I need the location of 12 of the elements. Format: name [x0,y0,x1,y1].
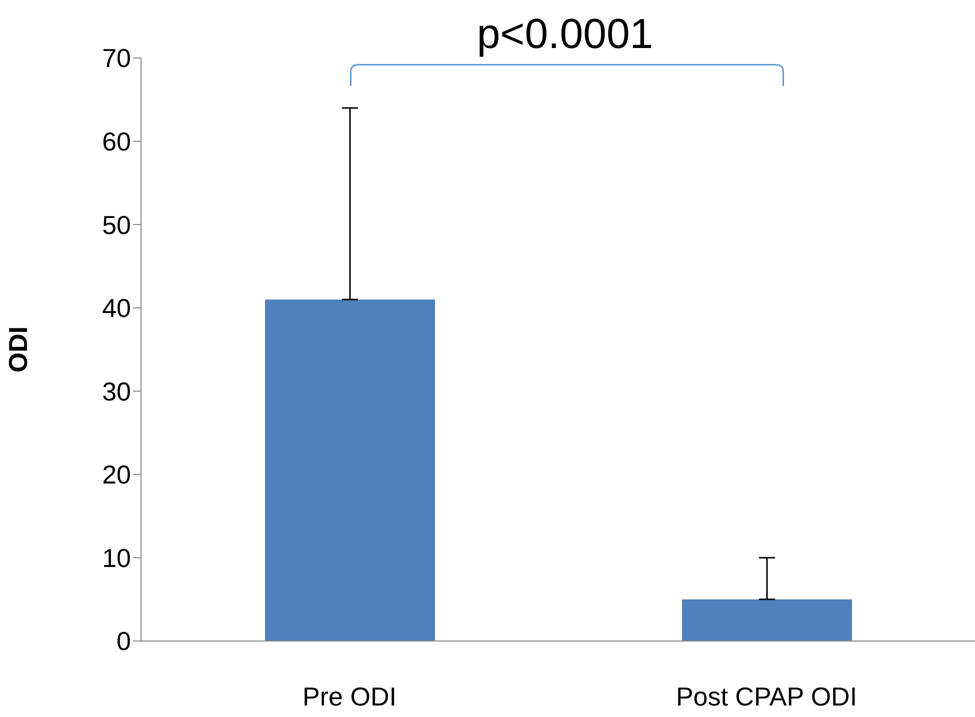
y-tick-label: 30 [102,376,131,406]
y-tick-label: 70 [102,43,131,74]
y-axis-title: ODI [3,326,34,373]
y-tick-label: 10 [102,542,131,573]
text: p<0.0001 [476,10,654,58]
y-tick-label: 40 [102,293,131,324]
x-tick-label: Pre ODI [302,681,396,712]
y-tick-label: 50 [102,210,131,240]
y-tick-label: 0 [116,626,131,656]
y-tick-label: 60 [102,126,131,157]
x-tick-label: Post CPAP ODI [676,681,858,712]
y-tick-label: 20 [102,460,131,490]
